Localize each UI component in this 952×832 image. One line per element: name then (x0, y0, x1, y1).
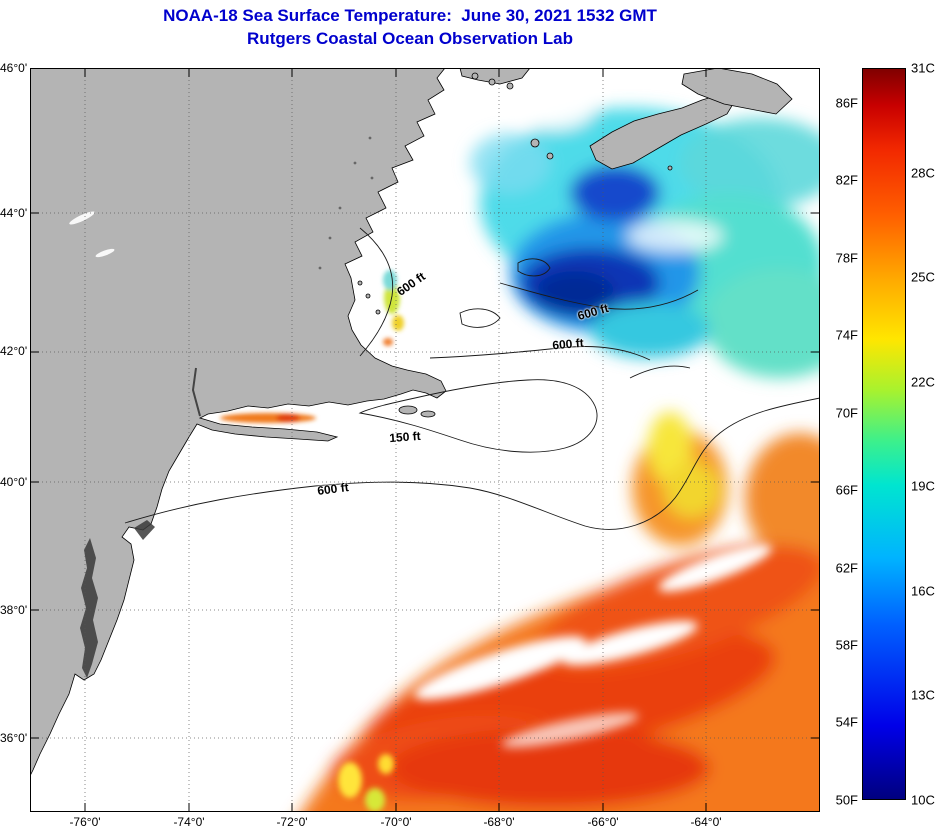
lat-tick-label: 42°0' (0, 344, 28, 358)
colorbar-celsius-label: 25C (911, 269, 935, 285)
lon-tick-label: -64°0' (690, 815, 722, 829)
northeast-channel-contour (629, 365, 691, 379)
coastal-island (506, 82, 514, 90)
contour-label-150ft: 150 ft (388, 428, 422, 446)
colorbar-fahrenheit-label: 58F (835, 637, 858, 653)
top-coast-fragment (459, 68, 531, 85)
contour-label-600ft: 600 ft (551, 335, 585, 353)
coastal-island (530, 138, 540, 148)
hudson-river (191, 367, 201, 417)
basin-contour-loop (459, 308, 501, 328)
shelf-edge-600ft-contour (124, 397, 820, 530)
colorbar-celsius-label: 13C (911, 687, 935, 703)
inland-lake (69, 211, 95, 225)
cloud-gaps-over-warm-water (414, 544, 772, 748)
colorbar-celsius-label: 28C (911, 165, 935, 181)
lat-tick-label: 46°0' (0, 61, 28, 75)
colorbar-fahrenheit-label: 82F (835, 172, 858, 188)
coastal-island (357, 280, 363, 286)
colorbar-fahrenheit-label: 62F (835, 560, 858, 576)
sst-map-svg (30, 68, 820, 812)
colorbar-fahrenheit-label: 74F (835, 327, 858, 343)
sst-cold-water-region (470, 86, 820, 378)
coastal-island (546, 152, 554, 160)
colorbar-fahrenheit-label: 86F (835, 95, 858, 111)
colorbar-fahrenheit-label: 78F (835, 250, 858, 266)
colorbar-celsius-label: 16C (911, 583, 935, 599)
colorbar-fahrenheit-label: 50F (835, 792, 858, 808)
colorbar-fahrenheit-label: 70F (835, 405, 858, 421)
page-subtitle: Rutgers Coastal Ocean Observation Lab (247, 29, 573, 48)
colorbar-fahrenheit-label: 54F (835, 714, 858, 730)
coastal-island (365, 293, 371, 299)
lon-tick-label: -74°0' (173, 815, 205, 829)
inland-lake (95, 248, 115, 258)
delaware-bay (134, 520, 155, 540)
coastal-island (667, 165, 673, 171)
gulf-of-maine-600ft-contour-a (499, 282, 699, 310)
lon-tick-label: -76°0' (69, 815, 101, 829)
georges-bank-150ft-contour (358, 379, 598, 453)
temperature-colorbar (862, 68, 906, 800)
lon-tick-label: -68°0' (483, 815, 515, 829)
coastal-island (488, 78, 496, 86)
coastal-island (471, 72, 479, 80)
plot-frame (30, 68, 820, 812)
marthas-vineyard-island (398, 405, 418, 415)
lon-tick-label: -66°0' (587, 815, 619, 829)
axis-ticks (30, 68, 820, 812)
lat-tick-label: 44°0' (0, 206, 28, 220)
jordan-basin-600ft-contour (359, 227, 394, 357)
lon-tick-label: -72°0' (276, 815, 308, 829)
chesapeake-bay (80, 538, 98, 678)
colorbar-celsius-label: 19C (911, 478, 935, 494)
mainland-east-coast (30, 68, 447, 777)
land-masses (30, 68, 793, 777)
coastal-island (375, 309, 381, 315)
sst-bottom-left-patches (338, 754, 394, 812)
bathymetry-contours (124, 227, 820, 530)
colorbar-celsius-label: 22C (911, 374, 935, 390)
bays-and-rivers (69, 136, 374, 678)
nantucket-island (420, 410, 436, 418)
basin-contour-loop (517, 258, 551, 277)
gulf-of-maine-600ft-contour-b (429, 346, 651, 361)
lat-tick-label: 38°0' (0, 603, 28, 617)
lat-tick-label: 36°0' (0, 731, 28, 745)
nova-scotia (589, 93, 737, 170)
colorbar-fahrenheit-label: 66F (835, 482, 858, 498)
colorbar-celsius-label: 10C (911, 792, 935, 808)
page-title: NOAA-18 Sea Surface Temperature: June 30… (163, 6, 657, 25)
lon-tick-label: -70°0' (380, 815, 412, 829)
colorbar-celsius-label: 31C (911, 60, 935, 76)
new-brunswick-cape-breton (681, 68, 793, 115)
map-plot-area: 600 ft 600 ft 600 ft 150 ft 600 ft (30, 68, 820, 812)
lat-tick-label: 40°0' (0, 475, 28, 489)
graticule-meridians (84, 68, 707, 812)
